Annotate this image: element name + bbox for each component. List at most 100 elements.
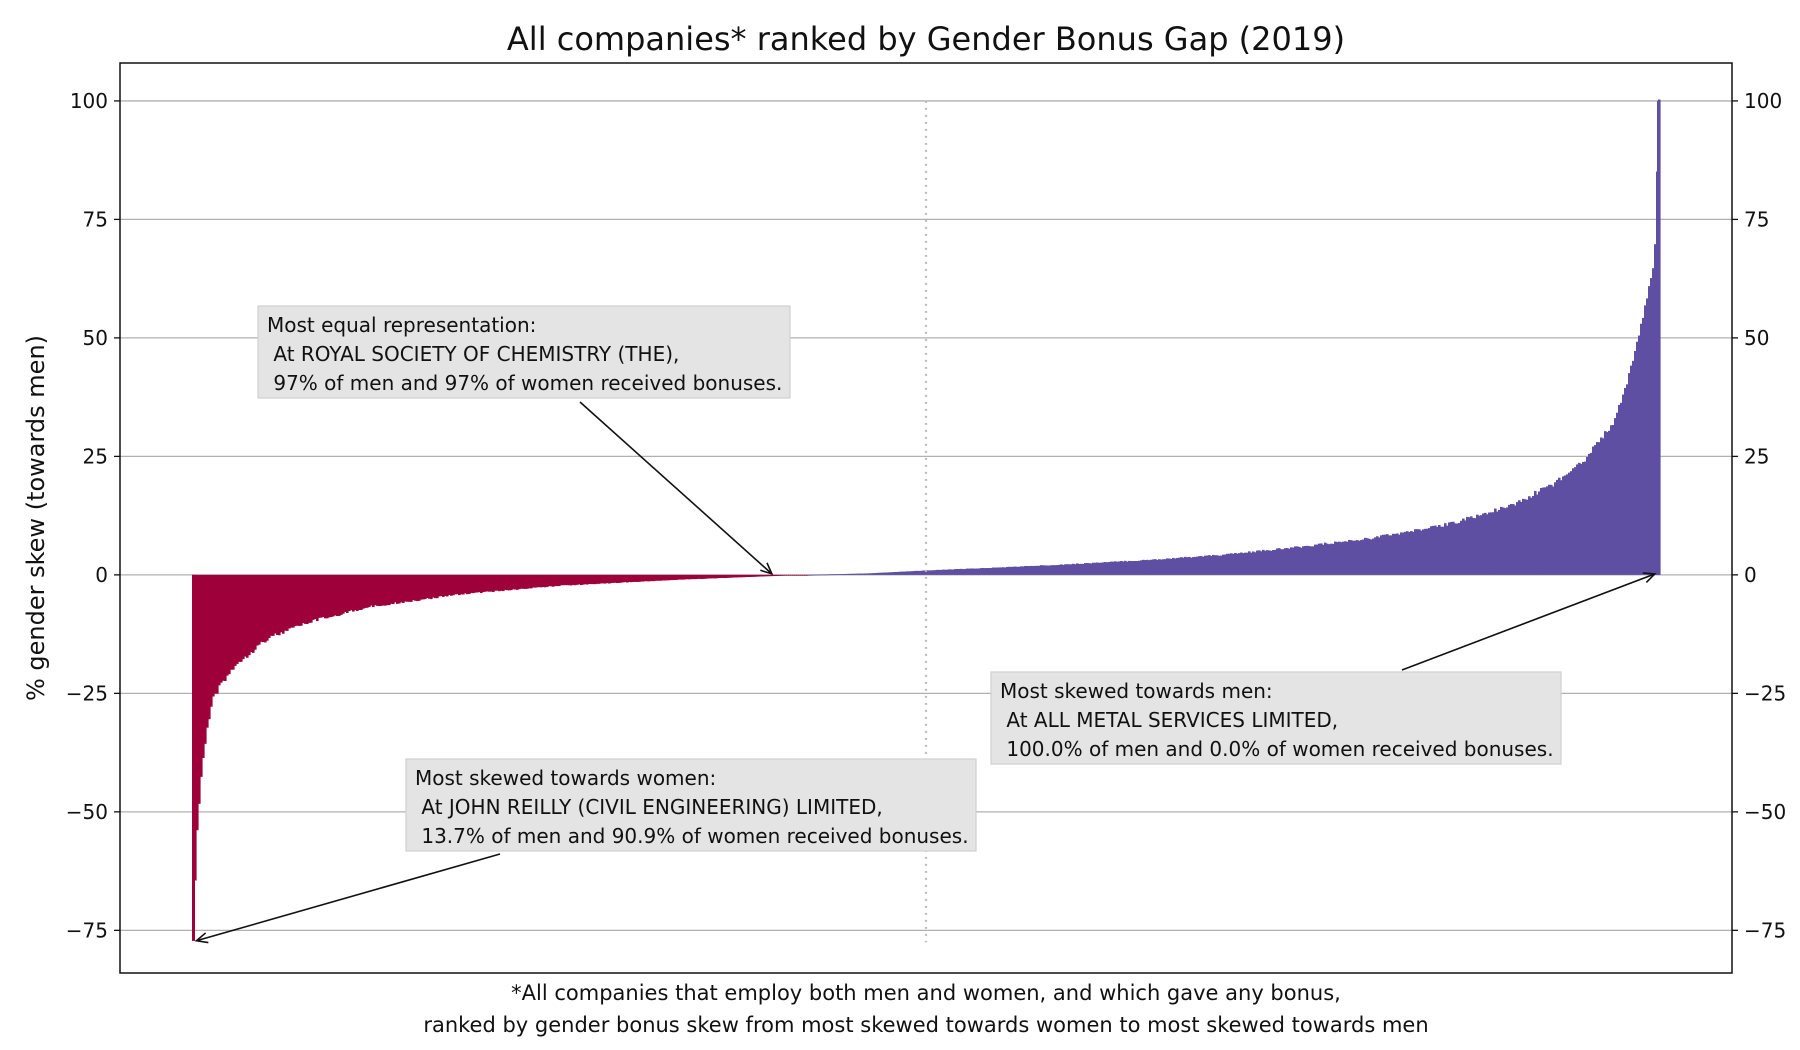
bar xyxy=(726,574,729,578)
bar xyxy=(648,574,651,582)
bar xyxy=(620,574,623,583)
bar xyxy=(1196,556,1199,575)
bar xyxy=(1542,487,1545,575)
bar xyxy=(1304,545,1307,575)
bar xyxy=(972,568,975,575)
bar xyxy=(454,574,457,595)
bar xyxy=(1512,504,1515,575)
bar xyxy=(1156,559,1159,575)
bar xyxy=(414,574,417,601)
bar xyxy=(1594,445,1597,575)
bar xyxy=(240,574,243,662)
bar xyxy=(256,574,259,646)
bar xyxy=(616,574,619,584)
bar xyxy=(390,574,393,604)
bar xyxy=(254,574,257,650)
bar xyxy=(1460,520,1463,575)
bar xyxy=(812,574,815,576)
bar xyxy=(926,570,929,575)
annotation-men: Most skewed towards men: At ALL METAL SE… xyxy=(990,572,1657,765)
bar xyxy=(468,574,471,595)
bar xyxy=(480,574,483,594)
bar xyxy=(1180,557,1183,575)
bar xyxy=(298,574,301,626)
bar xyxy=(1650,278,1653,575)
bar xyxy=(1520,501,1523,575)
bar xyxy=(334,574,337,616)
bar xyxy=(876,572,879,575)
bar xyxy=(1116,561,1119,575)
bar xyxy=(1236,553,1239,575)
bar xyxy=(1394,533,1397,575)
bar xyxy=(816,574,819,576)
bar xyxy=(1644,305,1647,575)
bar xyxy=(1504,508,1507,575)
bar xyxy=(348,574,351,612)
bar xyxy=(1230,553,1233,575)
bar xyxy=(782,574,785,576)
bar xyxy=(272,574,275,636)
bar xyxy=(228,574,231,675)
bar xyxy=(376,574,379,606)
annotation-box xyxy=(990,671,1562,765)
bar xyxy=(1354,540,1357,575)
bar xyxy=(1640,323,1643,575)
bar xyxy=(1500,506,1503,575)
bar xyxy=(804,574,807,576)
bar xyxy=(384,574,387,606)
bar xyxy=(774,574,777,577)
bar xyxy=(262,574,265,643)
bar xyxy=(420,574,423,600)
bar xyxy=(1402,532,1405,575)
bar xyxy=(1466,516,1469,575)
bar xyxy=(1642,317,1645,575)
bar xyxy=(1474,518,1477,575)
bar xyxy=(1248,551,1251,575)
bar xyxy=(544,574,547,588)
bar xyxy=(578,574,581,585)
bar xyxy=(834,574,837,576)
bar xyxy=(1032,565,1035,575)
bar xyxy=(1348,539,1351,575)
bar xyxy=(438,574,441,597)
bar xyxy=(1162,559,1165,575)
bar xyxy=(760,574,763,577)
annotation-arrow xyxy=(1401,572,1657,671)
bar xyxy=(364,574,367,608)
bar xyxy=(1114,561,1117,575)
bar xyxy=(1314,544,1317,575)
bar xyxy=(598,574,601,584)
bar xyxy=(310,574,313,623)
bar xyxy=(952,569,955,575)
bar xyxy=(288,574,291,629)
bar xyxy=(604,574,607,584)
bar xyxy=(828,574,831,576)
bar xyxy=(440,574,443,596)
bar xyxy=(574,574,577,586)
bar xyxy=(232,574,235,670)
bar xyxy=(1616,412,1619,575)
bar xyxy=(1172,557,1175,575)
bar xyxy=(284,574,287,631)
bar xyxy=(1468,517,1471,575)
bar xyxy=(956,568,959,575)
bar xyxy=(224,574,227,681)
bar xyxy=(1200,556,1203,575)
bar xyxy=(650,574,653,582)
bar xyxy=(746,574,749,577)
bar xyxy=(220,574,223,683)
bar xyxy=(708,574,711,579)
bar xyxy=(846,573,849,575)
bar xyxy=(688,574,691,580)
bar xyxy=(1400,532,1403,575)
footnote-line-2: ranked by gender bonus skew from most sk… xyxy=(423,1013,1428,1037)
bar xyxy=(1158,559,1161,575)
bar xyxy=(1458,522,1461,575)
bar xyxy=(350,574,353,611)
bar xyxy=(628,574,631,583)
bar xyxy=(1002,567,1005,575)
bar xyxy=(200,574,203,777)
bar xyxy=(1336,542,1339,575)
bar xyxy=(558,574,561,587)
